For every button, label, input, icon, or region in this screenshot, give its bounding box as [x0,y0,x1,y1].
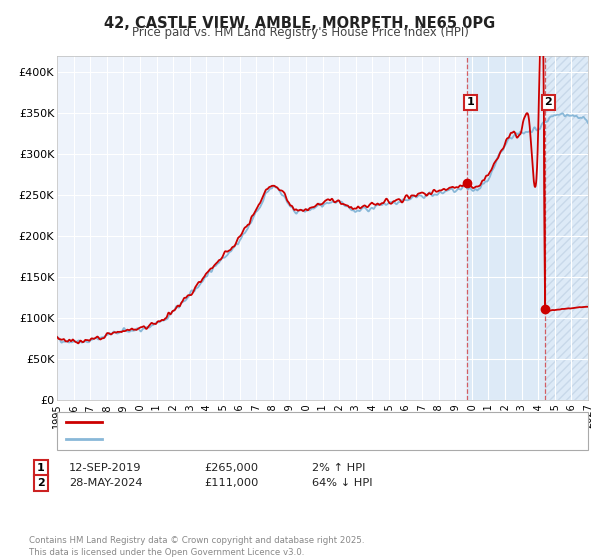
Text: 2% ↑ HPI: 2% ↑ HPI [312,463,365,473]
Text: Contains HM Land Registry data © Crown copyright and database right 2025.
This d: Contains HM Land Registry data © Crown c… [29,536,364,557]
Text: 28-MAY-2024: 28-MAY-2024 [69,478,143,488]
Text: 12-SEP-2019: 12-SEP-2019 [69,463,142,473]
Text: 42, CASTLE VIEW, AMBLE, MORPETH, NE65 0PG (detached house): 42, CASTLE VIEW, AMBLE, MORPETH, NE65 0P… [106,417,449,427]
Text: 1: 1 [466,97,474,108]
Text: £111,000: £111,000 [204,478,259,488]
Text: 1: 1 [37,463,44,473]
Bar [545,56,588,400]
Text: £265,000: £265,000 [204,463,258,473]
Bar [467,56,545,400]
Text: 42, CASTLE VIEW, AMBLE, MORPETH, NE65 0PG: 42, CASTLE VIEW, AMBLE, MORPETH, NE65 0P… [104,16,496,31]
Text: Price paid vs. HM Land Registry's House Price Index (HPI): Price paid vs. HM Land Registry's House … [131,26,469,39]
Text: 2: 2 [544,97,552,108]
Text: 64% ↓ HPI: 64% ↓ HPI [312,478,373,488]
Text: 2: 2 [37,478,44,488]
Text: HPI: Average price, detached house, Northumberland: HPI: Average price, detached house, Nort… [106,434,385,444]
